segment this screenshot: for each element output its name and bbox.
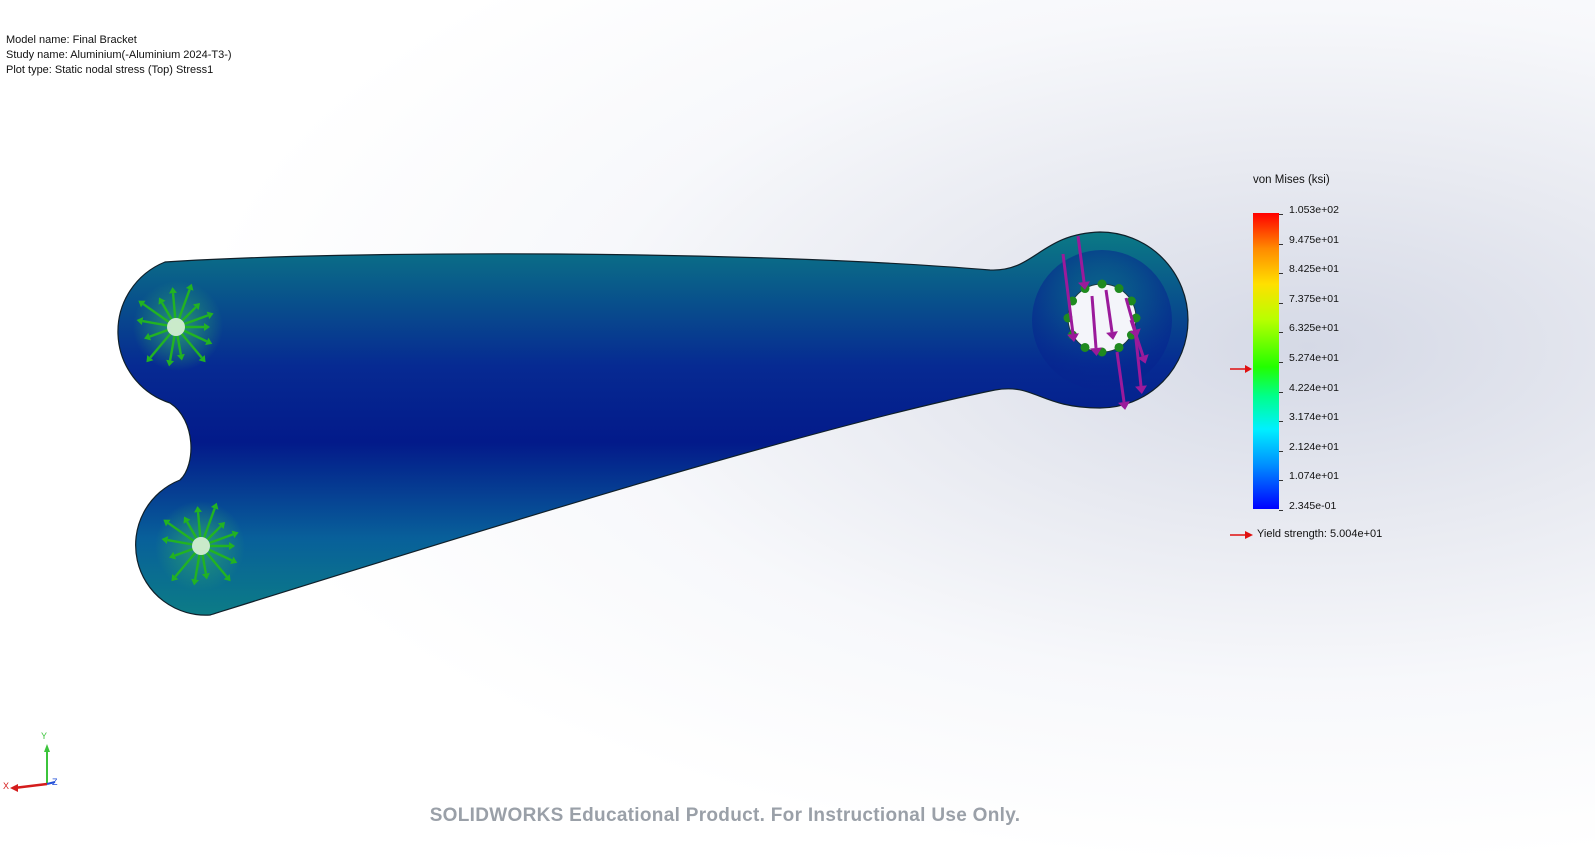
pin-node [1080,342,1090,352]
legend-tick-label: 3.174e+01 [1289,411,1339,424]
legend-tick-label: 2.345e-01 [1289,500,1337,512]
legend-tick-mark [1279,480,1283,482]
pin-node [1114,284,1124,294]
legend-title: von Mises (ksi) [1253,174,1330,186]
fixture-arrowhead [192,302,201,311]
fixture-arrowhead [138,300,146,308]
load-arrowhead [1067,333,1079,342]
legend-tick-label: 1.074e+01 [1289,470,1339,483]
fixture-arrowhead [146,355,154,363]
load-arrowhead [1106,331,1118,340]
pin-node [1097,279,1107,289]
legend-tick-label: 5.274e+01 [1289,352,1339,364]
fixture-arrowhead [171,574,179,582]
load-arrow [1090,295,1098,349]
legend-tick-mark [1279,450,1283,452]
legend-tick-label: 2.124e+01 [1289,440,1339,453]
orientation-triad[interactable] [10,744,56,792]
load-arrowhead [1118,401,1130,410]
triad-x-label: X [3,781,10,791]
load-arrow [1104,289,1114,333]
yield-marker-arrow [1230,365,1252,373]
triad-z-label: Z [52,777,58,787]
pin-node [1114,342,1124,352]
load-arrow [1115,351,1126,403]
fixture-arrowhead [194,506,203,513]
fixture-arrowhead [176,353,185,361]
fixture-arrowhead [223,574,231,582]
load-arrowhead [1090,347,1102,356]
fixture-arrowhead [169,551,177,560]
fixture-arrowhead [191,578,200,586]
fixture-arrowhead [183,516,191,524]
fixture-arrowhead [230,556,238,564]
model-name: Model name: Final Bracket [6,34,137,46]
legend-tick-label: 1.053e+02 [1289,204,1339,216]
fixture-arrowhead [158,297,166,305]
fixture-arrowhead [205,337,213,345]
fixture-arrowhead [185,283,194,291]
fixture-arrowhead [161,536,169,545]
load-arrow [1076,235,1086,283]
bracket-part [117,231,1189,616]
fixture-center [167,318,185,336]
pin-hole [1067,283,1137,353]
fixture-arrowhead [163,519,171,527]
fixture-arrowhead [166,359,175,367]
legend-tick-mark [1279,391,1283,393]
fixture-arrowhead [144,332,152,341]
fixture-arrowhead [210,502,219,510]
educational-watermark: SOLIDWORKS Educational Product. For Inst… [429,805,1021,826]
fixture-arrowhead [217,521,226,530]
triad-y-label: Y [41,731,48,741]
fixture-center [192,537,210,555]
legend-tick-mark [1279,332,1283,334]
load-arrow [1133,329,1143,387]
study-info: Model name: Final Bracket Study name: Al… [6,33,232,78]
fixture-arrowhead [231,530,239,539]
fixture-arrowhead [206,311,214,320]
load-arrowhead [1135,385,1147,394]
legend-tick-mark [1279,214,1283,215]
load-arrow [1061,253,1075,335]
legend-tick-mark [1279,510,1283,511]
plot-type: Plot type: Static nodal stress (Top) Str… [6,64,214,76]
legend-tick-mark [1279,273,1283,275]
legend-tick-label: 6.325e+01 [1289,322,1339,335]
study-name: Study name: Aluminium(-Aluminium 2024-T3… [6,49,232,61]
pin-node [1126,296,1136,306]
legend-tick-label: 9.475e+01 [1289,233,1339,246]
fixture-arrowhead [204,323,210,331]
fixed-geometry-icon[interactable] [161,502,239,586]
yield-strength-label: Yield strength: 5.004e+01 [1257,528,1383,540]
fixture-arrowhead [169,287,178,294]
fixed-geometry-icon[interactable] [136,283,214,367]
legend-tick-mark [1279,421,1283,423]
fixture-arrowhead [201,572,210,580]
legend-tick-label: 7.375e+01 [1289,292,1339,305]
load-arrowhead [1078,281,1090,290]
force-load-icon[interactable] [1061,235,1149,410]
legend-tick-label: 4.224e+01 [1289,381,1339,394]
fixture-arrowhead [229,542,235,550]
legend-tick-mark [1279,362,1283,363]
legend-tick-mark [1279,243,1283,245]
fixture-arrowhead [136,317,144,326]
load-arrowhead [1137,354,1149,364]
legend-tick-mark [1279,302,1283,304]
legend-tick-label: 8.425e+01 [1289,263,1339,276]
yield-legend-arrow [1230,531,1253,539]
color-bar[interactable] [1253,213,1279,509]
fixture-arrowhead [198,355,206,363]
